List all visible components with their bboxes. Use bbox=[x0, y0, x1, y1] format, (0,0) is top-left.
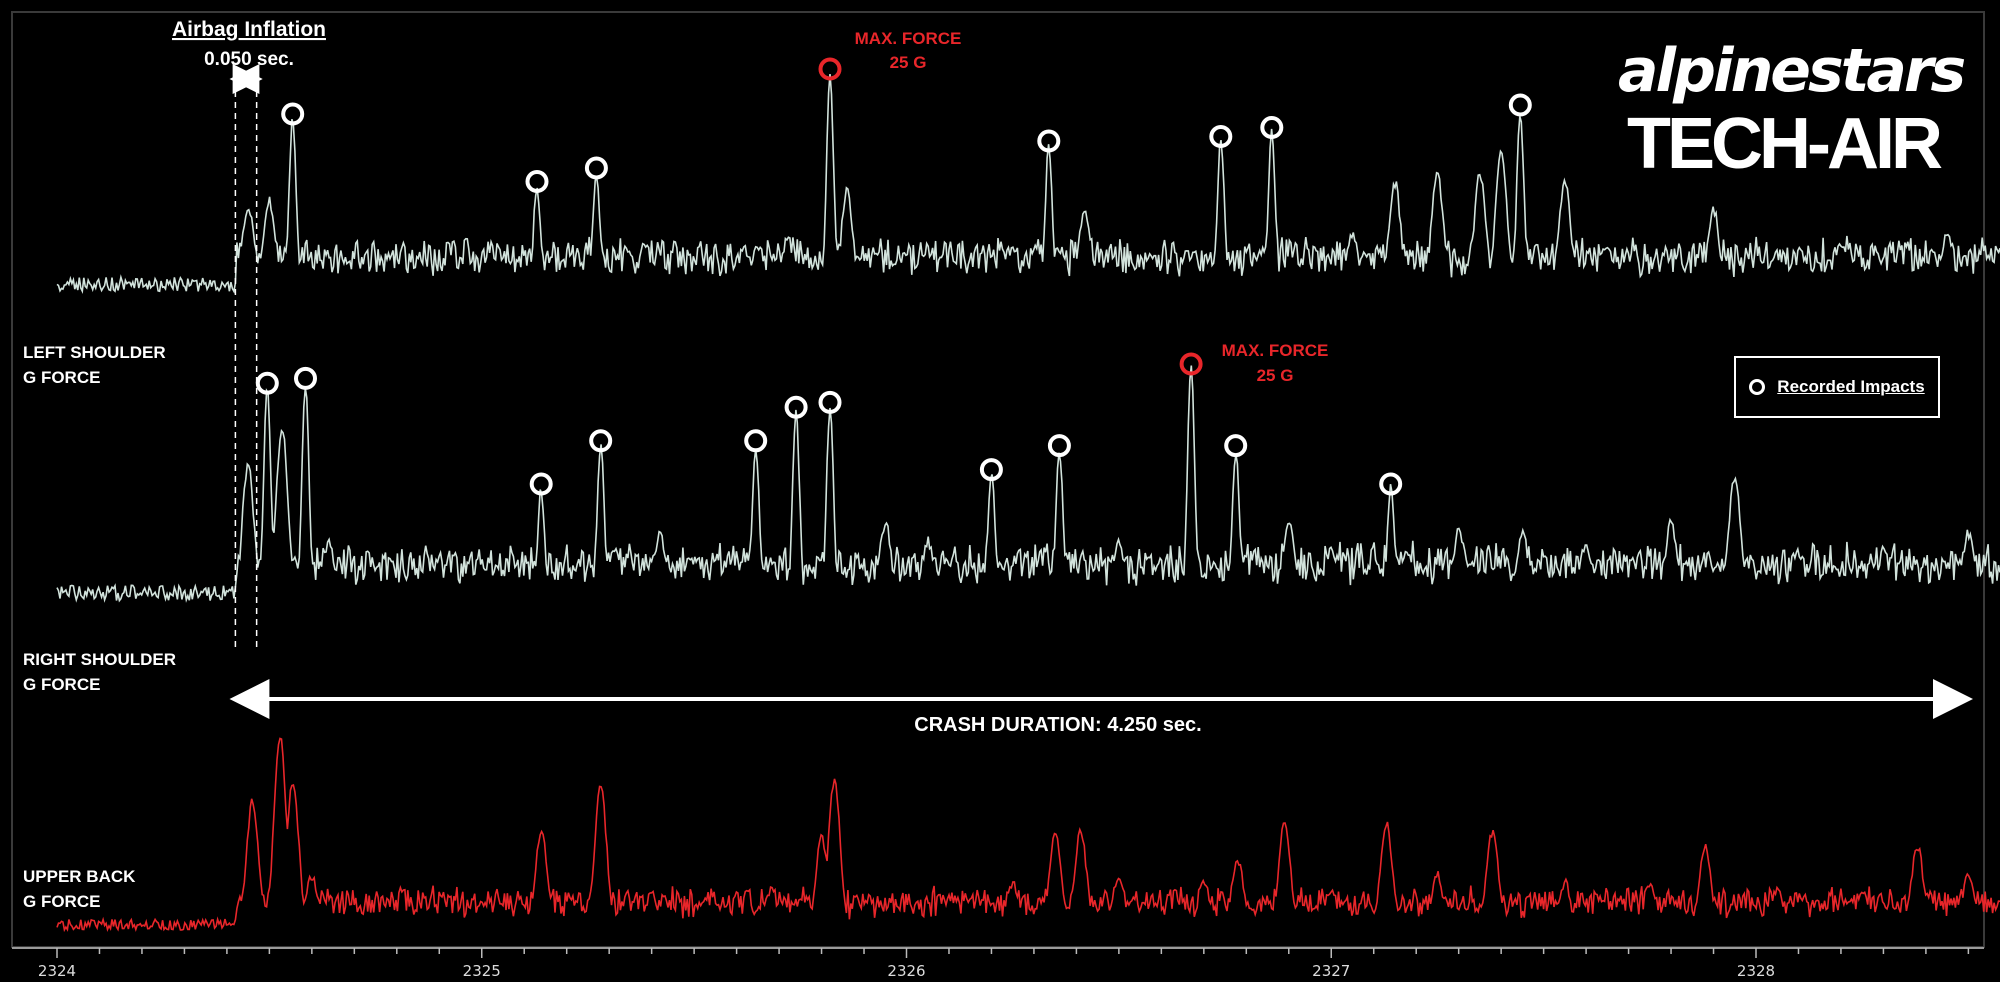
impact-marker bbox=[525, 170, 549, 193]
impact-marker bbox=[281, 102, 305, 126]
impact-marker bbox=[294, 366, 317, 390]
series-label-left-shoulder-1: LEFT SHOULDER bbox=[23, 343, 166, 362]
max-force-label-left-2: 25 G bbox=[890, 53, 927, 72]
airbag-title: Airbag Inflation bbox=[172, 18, 326, 41]
series-label-left-shoulder-2: G FORCE bbox=[23, 368, 100, 387]
legend: Recorded Impacts bbox=[1734, 356, 1940, 418]
max-force-marker bbox=[1179, 352, 1203, 376]
impact-marker bbox=[744, 429, 768, 453]
impact-marker bbox=[1047, 434, 1071, 458]
x-tick-label: 2324 bbox=[38, 962, 76, 980]
series-label-right-shoulder-1: RIGHT SHOULDER bbox=[23, 650, 176, 669]
airbag-inflation-annotation: Airbag Inflation 0.050 sec. bbox=[172, 18, 326, 70]
impact-marker bbox=[1224, 434, 1248, 458]
logo-brand-text: alpinestars bbox=[1618, 36, 1966, 106]
impact-marker bbox=[979, 458, 1003, 482]
brand-logo: alpinestars TECH-AIR bbox=[1618, 36, 1966, 184]
impact-marker bbox=[1037, 129, 1061, 153]
impact-marker bbox=[584, 156, 608, 180]
x-tick-label: 2326 bbox=[887, 962, 925, 980]
x-tick-label: 2325 bbox=[463, 962, 501, 980]
crash-duration-label: CRASH DURATION: 4.250 sec. bbox=[914, 714, 1201, 736]
max-force-marker bbox=[818, 57, 842, 81]
impact-marker bbox=[255, 371, 279, 395]
series-label-upper-back-2: G FORCE bbox=[23, 892, 100, 911]
airbag-duration: 0.050 sec. bbox=[204, 49, 294, 70]
impact-marker bbox=[784, 395, 808, 419]
impact-marker bbox=[1508, 93, 1532, 117]
max-force-label-right-2: 25 G bbox=[1257, 366, 1294, 385]
series-label-upper-back-1: UPPER BACK bbox=[23, 867, 136, 886]
impact-marker bbox=[818, 390, 842, 414]
x-tick-label: 2328 bbox=[1737, 962, 1775, 980]
impact-marker bbox=[1379, 472, 1403, 496]
logo-product-text: TECH-AIR bbox=[1627, 104, 1943, 184]
x-tick-label: 2327 bbox=[1312, 962, 1350, 980]
legend-label: Recorded Impacts bbox=[1777, 377, 1925, 396]
impact-marker bbox=[1260, 116, 1284, 139]
max-force-label-right-1: MAX. FORCE bbox=[1222, 341, 1329, 360]
ring-icon bbox=[1749, 379, 1766, 395]
series-label-right-shoulder-2: G FORCE bbox=[23, 675, 100, 694]
series-line-2 bbox=[56, 365, 2000, 603]
series-line-3 bbox=[56, 737, 2000, 933]
impact-marker bbox=[529, 472, 553, 496]
series-line-1 bbox=[56, 73, 2000, 294]
max-force-label-left-1: MAX. FORCE bbox=[855, 29, 962, 48]
impact-marker bbox=[589, 429, 613, 453]
impact-marker bbox=[1209, 125, 1233, 148]
